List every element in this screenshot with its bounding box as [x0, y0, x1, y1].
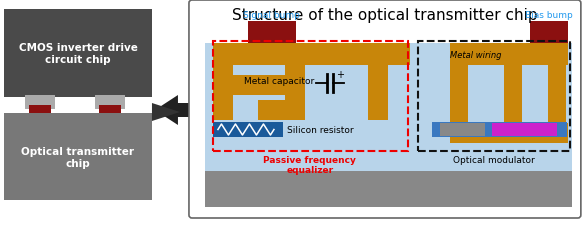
Text: Passive frequency
equalizer: Passive frequency equalizer	[264, 155, 356, 175]
Bar	[99, 106, 121, 115]
Text: Metal capacitor: Metal capacitor	[244, 76, 314, 85]
Text: Bias bump: Bias bump	[525, 11, 573, 20]
Text: Structure of the optical transmitter chip: Structure of the optical transmitter chi…	[232, 8, 538, 23]
Bar	[530, 22, 568, 44]
Bar	[95, 96, 125, 110]
Bar	[335, 44, 410, 66]
Bar	[25, 96, 55, 110]
Bar	[418, 42, 570, 151]
Polygon shape	[155, 96, 192, 126]
Bar	[248, 22, 296, 44]
Bar	[492, 124, 557, 136]
Polygon shape	[152, 104, 180, 122]
Text: Silicon resistor: Silicon resistor	[287, 126, 353, 134]
Bar	[213, 122, 283, 137]
Bar	[504, 64, 522, 126]
Bar	[4, 10, 152, 98]
Text: Signal bump: Signal bump	[243, 11, 300, 20]
Text: Optical transmitter
chip: Optical transmitter chip	[22, 146, 134, 168]
Bar	[368, 44, 388, 120]
Bar	[213, 42, 408, 151]
Bar	[4, 113, 152, 200]
Bar	[29, 106, 51, 115]
Bar	[548, 64, 566, 126]
Text: Optical modulator: Optical modulator	[453, 155, 535, 164]
Bar	[432, 122, 567, 137]
Text: CMOS inverter drive
circuit chip: CMOS inverter drive circuit chip	[19, 43, 137, 65]
Bar	[205, 44, 572, 173]
Bar	[285, 64, 305, 120]
FancyBboxPatch shape	[189, 1, 581, 218]
Bar	[258, 101, 305, 120]
Bar	[440, 124, 485, 136]
Bar	[213, 44, 378, 66]
Bar	[213, 64, 233, 120]
Bar	[450, 44, 568, 66]
Text: Metal wiring: Metal wiring	[450, 50, 502, 59]
Bar	[213, 76, 305, 96]
Text: +: +	[336, 70, 344, 80]
Bar	[450, 124, 568, 143]
Bar	[205, 171, 572, 207]
Bar	[450, 64, 468, 126]
